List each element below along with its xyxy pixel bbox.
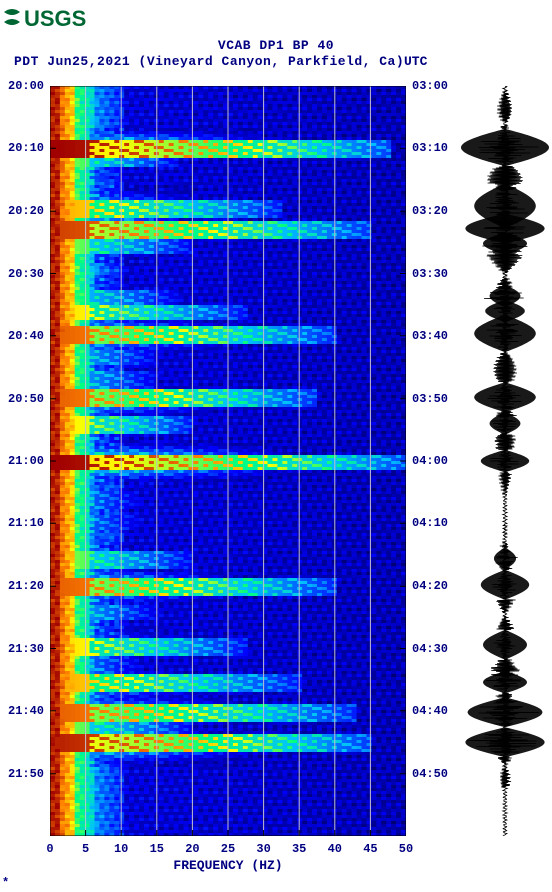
y-left-tick: 20:30: [8, 267, 44, 281]
seismogram-trace: [460, 86, 550, 836]
seismogram-canvas: [460, 86, 550, 836]
x-tick: 20: [185, 842, 199, 856]
usgs-logo: USGS: [2, 4, 98, 32]
y-left-tick: 20:40: [8, 329, 44, 343]
chart-subtitle: PDT Jun25,2021 (Vineyard Canyon, Parkfie…: [14, 54, 404, 69]
x-tick: 0: [46, 842, 53, 856]
x-tick: 35: [292, 842, 306, 856]
y-right-tick: 03:30: [412, 267, 448, 281]
y-left-tick: 20:10: [8, 141, 44, 155]
x-tick: 45: [363, 842, 377, 856]
y-right-tick: 03:00: [412, 79, 448, 93]
y-right-tick: 04:40: [412, 704, 448, 718]
spectrogram-plot: [50, 86, 406, 836]
y-left-tick: 21:20: [8, 579, 44, 593]
utc-label: UTC: [404, 54, 427, 69]
y-left-tick: 21:50: [8, 767, 44, 781]
y-right-tick: 03:40: [412, 329, 448, 343]
y-right-tick: 04:10: [412, 516, 448, 530]
footer-asterisk: *: [2, 876, 9, 890]
y-left-tick: 20:20: [8, 204, 44, 218]
x-tick: 25: [221, 842, 235, 856]
y-left-tick: 21:40: [8, 704, 44, 718]
x-tick: 5: [82, 842, 89, 856]
y-left-tick: 21:10: [8, 516, 44, 530]
x-tick: 50: [399, 842, 413, 856]
chart-title: VCAB DP1 BP 40: [0, 38, 552, 53]
y-right-tick: 03:10: [412, 141, 448, 155]
y-left-tick: 20:50: [8, 392, 44, 406]
y-left-tick: 21:00: [8, 454, 44, 468]
y-right-tick: 04:20: [412, 579, 448, 593]
x-tick: 40: [328, 842, 342, 856]
x-tick: 15: [150, 842, 164, 856]
svg-text:USGS: USGS: [24, 6, 86, 31]
y-left-tick: 20:00: [8, 79, 44, 93]
y-left-tick: 21:30: [8, 642, 44, 656]
y-right-tick: 04:30: [412, 642, 448, 656]
y-right-tick: 04:00: [412, 454, 448, 468]
y-right-tick: 04:50: [412, 767, 448, 781]
x-axis-label: FREQUENCY (HZ): [50, 858, 406, 873]
x-tick: 30: [256, 842, 270, 856]
spectrogram-canvas: [50, 86, 406, 836]
y-right-tick: 03:20: [412, 204, 448, 218]
x-tick: 10: [114, 842, 128, 856]
y-right-tick: 03:50: [412, 392, 448, 406]
